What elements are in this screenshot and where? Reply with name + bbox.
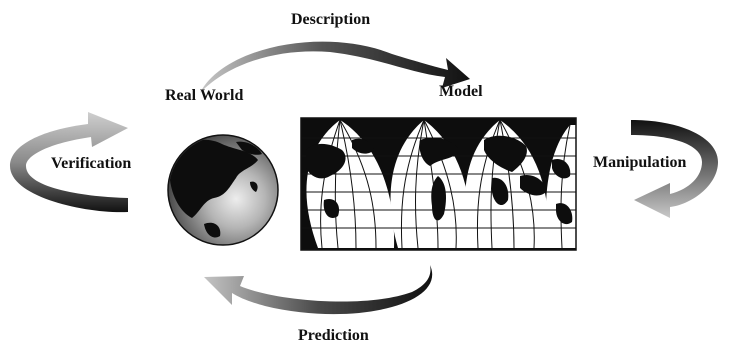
model-label: Model bbox=[439, 83, 483, 100]
manipulation-arrow bbox=[631, 120, 718, 218]
manipulation-label: Manipulation bbox=[593, 154, 687, 171]
description-arrow bbox=[200, 41, 470, 93]
verification-arrow bbox=[10, 112, 128, 213]
description-label: Description bbox=[291, 11, 371, 28]
world-map-icon bbox=[300, 117, 577, 251]
prediction-label: Prediction bbox=[298, 327, 369, 344]
globe-icon bbox=[167, 134, 279, 246]
real-world-label: Real World bbox=[165, 87, 244, 104]
verification-label: Verification bbox=[51, 155, 132, 172]
prediction-arrow bbox=[204, 265, 433, 315]
